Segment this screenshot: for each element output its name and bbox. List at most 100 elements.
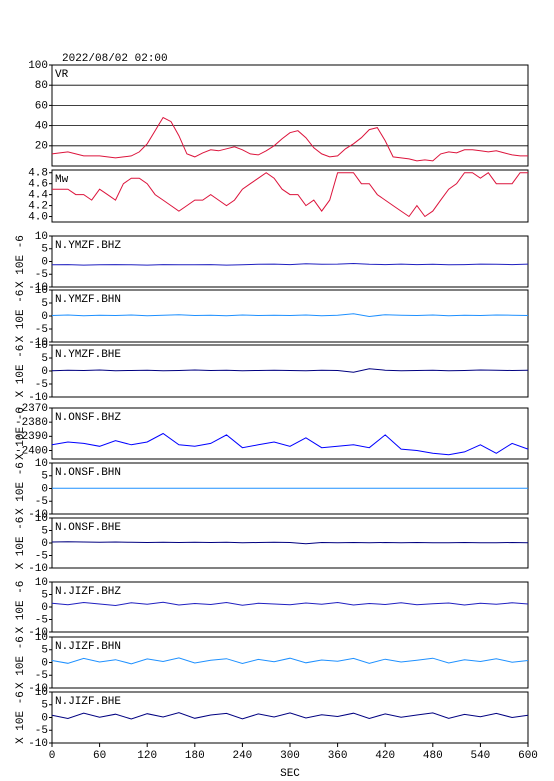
y-tick-label: 4.8 xyxy=(28,168,48,180)
y-tick-label: -5 xyxy=(35,614,48,626)
panel-frame xyxy=(51,636,529,689)
y-tick-label: -2390 xyxy=(15,431,48,443)
y-axis-label: X 10E -6 xyxy=(15,581,27,634)
x-tick-label: 120 xyxy=(137,750,157,762)
y-tick-label: -10 xyxy=(28,738,48,750)
y-tick-label: 5 xyxy=(41,298,48,310)
y-tick-label: -10 xyxy=(28,337,48,349)
data-line xyxy=(51,541,529,545)
y-tick-label: -5 xyxy=(35,496,48,508)
y-tick-label: 10 xyxy=(35,285,48,297)
panel-frame xyxy=(51,691,529,744)
y-tick-label: 4.6 xyxy=(28,179,48,191)
y-tick-label: 5 xyxy=(41,700,48,712)
series-label: VR xyxy=(55,69,69,81)
y-tick-label: -10 xyxy=(28,683,48,695)
data-line xyxy=(51,712,529,720)
y-tick-label: -5 xyxy=(35,725,48,737)
y-tick-label: 80 xyxy=(35,80,48,92)
y-tick-label: 0 xyxy=(41,483,48,495)
y-axis-label: X 10E -6 xyxy=(15,345,27,398)
x-tick-label: 600 xyxy=(518,750,538,762)
series-label: N.JIZF.BHZ xyxy=(55,586,121,598)
y-tick-label: 4.4 xyxy=(28,190,48,202)
panel-frame xyxy=(51,169,529,223)
y-tick-label: -5 xyxy=(35,670,48,682)
y-tick-label: -10 xyxy=(28,282,48,294)
y-tick-label: 5 xyxy=(41,525,48,537)
y-axis-label: X 10E -6 xyxy=(15,691,27,744)
y-tick-label: 5 xyxy=(41,244,48,256)
y-tick-label: 4.2 xyxy=(28,200,48,212)
x-tick-label: 300 xyxy=(280,750,300,762)
data-line xyxy=(51,262,529,266)
series-label: N.ONSF.BHE xyxy=(55,522,121,534)
series-label: N.YMZF.BHZ xyxy=(55,240,121,252)
y-tick-label: -10 xyxy=(28,392,48,404)
x-tick-label: 480 xyxy=(423,750,443,762)
y-tick-label: -2370 xyxy=(15,403,48,415)
panel-frame xyxy=(51,581,529,633)
chart-title: 2022/08/02 02:00 xyxy=(62,53,168,65)
x-tick-label: 180 xyxy=(185,750,205,762)
y-tick-label: 0 xyxy=(41,366,48,378)
series-label: N.YMZF.BHN xyxy=(55,294,121,306)
x-tick-label: 540 xyxy=(470,750,490,762)
y-tick-label: 60 xyxy=(35,100,48,112)
y-tick-label: 5 xyxy=(41,353,48,365)
y-tick-label: -10 xyxy=(28,563,48,575)
y-tick-label: -10 xyxy=(28,627,48,639)
data-line xyxy=(51,432,529,456)
y-tick-label: 10 xyxy=(35,632,48,644)
data-line xyxy=(51,313,529,318)
y-tick-label: 10 xyxy=(35,231,48,243)
y-tick-label: -5 xyxy=(35,324,48,336)
y-axis-label: X 10E -6 xyxy=(15,462,27,515)
x-tick-label: 0 xyxy=(49,750,56,762)
y-tick-label: -5 xyxy=(35,550,48,562)
x-tick-label: 240 xyxy=(232,750,252,762)
y-tick-label: 10 xyxy=(35,577,48,589)
data-line xyxy=(51,657,529,665)
y-tick-label: 20 xyxy=(35,141,48,153)
series-label: N.JIZF.BHE xyxy=(55,696,121,708)
data-line xyxy=(51,116,528,162)
y-axis-label: X 10E -6 xyxy=(15,636,27,689)
data-line xyxy=(51,601,529,607)
y-tick-label: 10 xyxy=(35,340,48,352)
y-tick-label: 0 xyxy=(41,538,48,550)
data-line xyxy=(52,172,528,218)
y-tick-label: 0 xyxy=(41,311,48,323)
y-tick-label: 40 xyxy=(35,121,48,133)
series-label: N.JIZF.BHN xyxy=(55,641,121,653)
panel-frame xyxy=(51,64,529,167)
y-tick-label: -10 xyxy=(28,509,48,521)
y-axis-label: X 10E -6 xyxy=(15,235,27,288)
y-tick-label: 100 xyxy=(28,60,48,72)
y-axis-label: X 10E -6 xyxy=(15,517,27,570)
y-tick-label: 5 xyxy=(41,589,48,601)
y-tick-label: -2380 xyxy=(15,417,48,429)
x-tick-label: 420 xyxy=(375,750,395,762)
y-tick-label: 0 xyxy=(41,602,48,614)
y-tick-label: 4.0 xyxy=(28,211,48,223)
y-tick-label: 5 xyxy=(41,645,48,657)
x-axis-label: SEC xyxy=(280,768,300,780)
series-label: Mw xyxy=(55,174,69,186)
y-tick-label: 0 xyxy=(41,712,48,724)
y-tick-label: -2400 xyxy=(15,445,48,457)
y-tick-label: 5 xyxy=(41,471,48,483)
panel-frame xyxy=(51,235,529,288)
y-tick-label: 0 xyxy=(41,657,48,669)
series-label: N.YMZF.BHE xyxy=(55,349,121,361)
x-tick-label: 60 xyxy=(93,750,106,762)
y-tick-label: 10 xyxy=(35,513,48,525)
y-tick-label: -5 xyxy=(35,379,48,391)
y-tick-label: -5 xyxy=(35,269,48,281)
y-tick-label: 10 xyxy=(35,458,48,470)
y-axis-label: X 10E -6 xyxy=(15,290,27,343)
data-line xyxy=(51,368,529,373)
x-tick-label: 360 xyxy=(328,750,348,762)
y-tick-label: 0 xyxy=(41,256,48,268)
